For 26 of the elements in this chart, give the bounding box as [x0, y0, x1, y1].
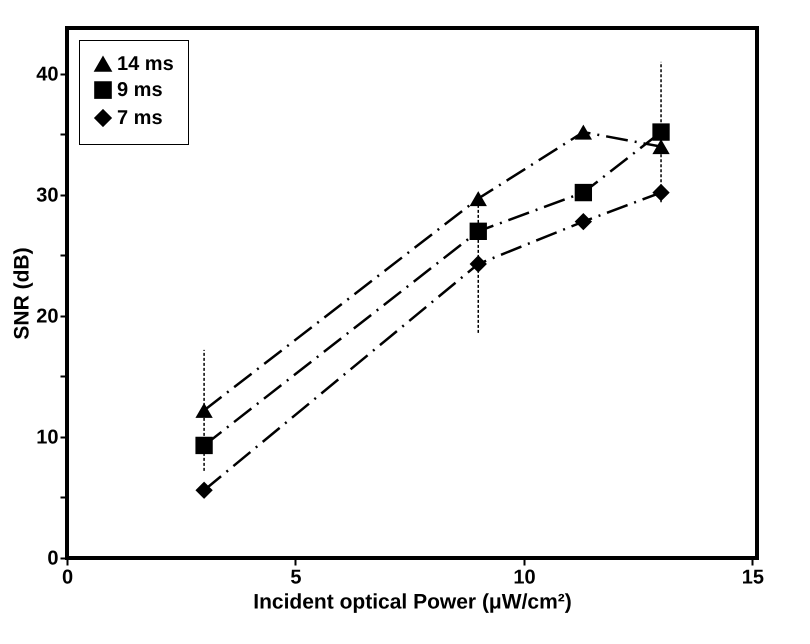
point: [652, 184, 670, 202]
y-axis-title: SNR (dB): [10, 247, 34, 340]
x-tick-label: 0: [62, 566, 74, 588]
point: [574, 184, 592, 202]
point: [574, 124, 592, 140]
point: [470, 191, 487, 206]
legend-label: 9 ms: [117, 79, 163, 101]
point: [652, 123, 670, 141]
point: [195, 402, 213, 418]
point: [195, 482, 213, 499]
x-tick-label: 10: [513, 566, 536, 588]
x-tick-label: 5: [290, 566, 302, 588]
y-tick-label: 40: [36, 63, 58, 86]
x-axis-title: Incident optical Power (μW/cm²): [253, 590, 572, 614]
y-tick-label: 30: [36, 184, 58, 206]
point: [195, 436, 213, 454]
x-tick-label: 15: [742, 566, 764, 588]
point: [470, 222, 487, 240]
y-tick-label: 0: [47, 548, 58, 570]
y-tick-label: 20: [36, 305, 58, 328]
legend-label: 7 ms: [117, 107, 163, 129]
y-tick-label: 10: [36, 426, 58, 448]
legend-label: 14 ms: [117, 53, 174, 75]
point: [574, 212, 592, 230]
point: [652, 139, 670, 154]
point: [470, 255, 487, 273]
